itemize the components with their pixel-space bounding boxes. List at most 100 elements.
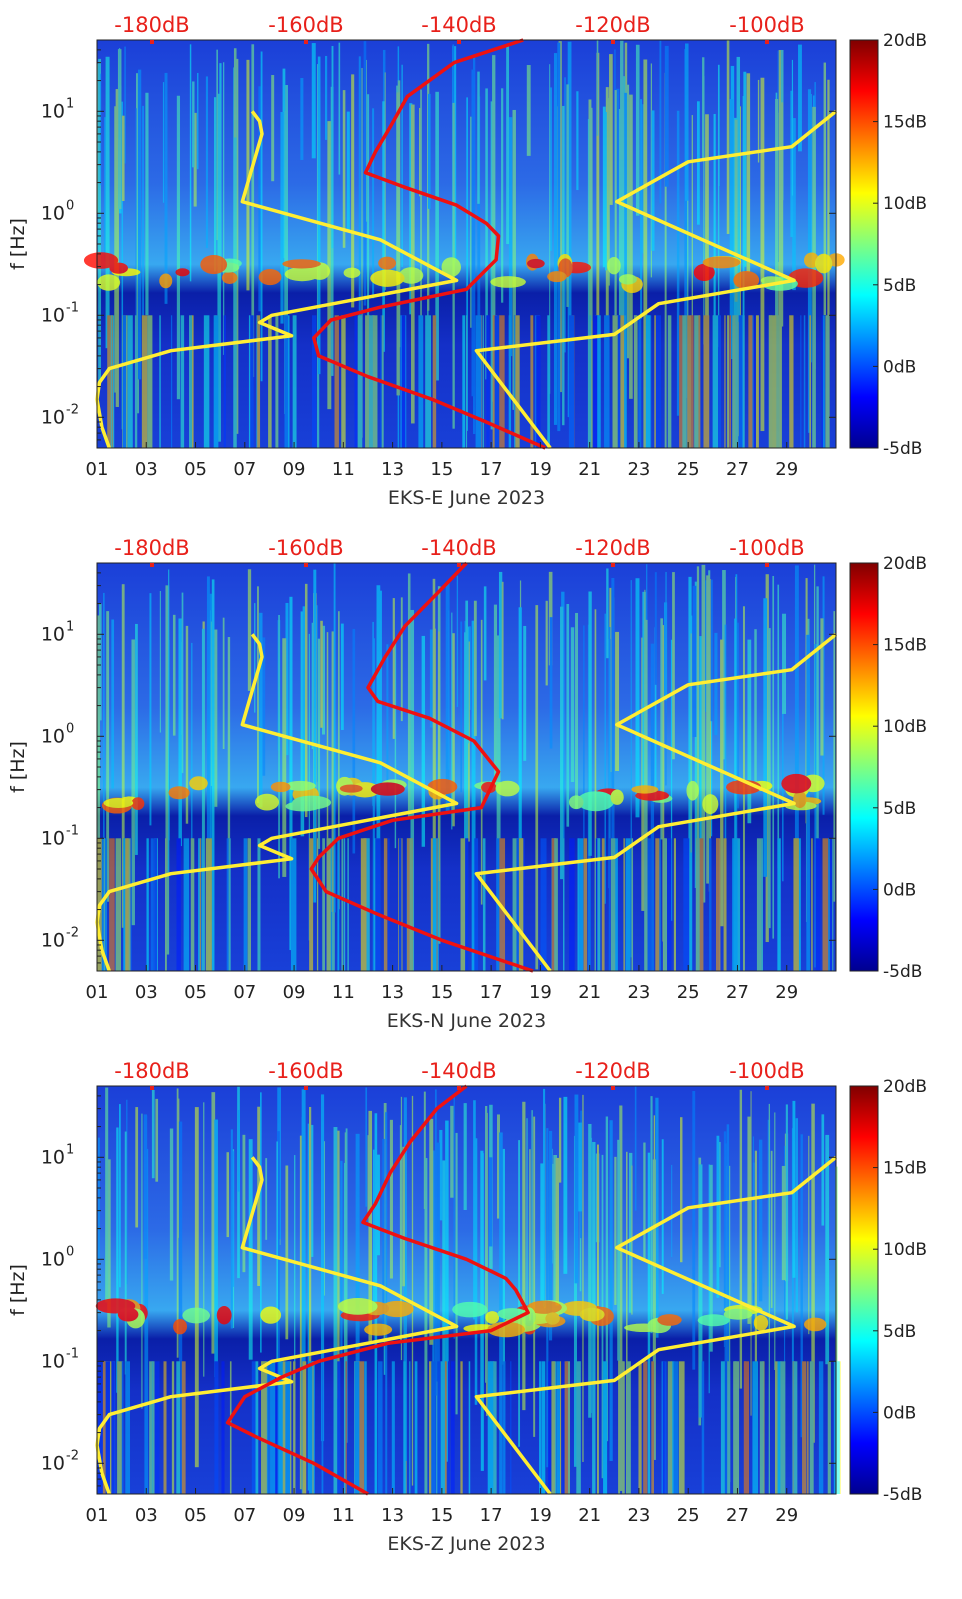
spectrogram-lf-streak xyxy=(249,315,254,448)
spectrogram-streak xyxy=(439,1129,443,1221)
spectrogram-lf-streak xyxy=(540,838,547,971)
spectrogram-streak xyxy=(145,1115,148,1451)
spectrogram-streak xyxy=(607,98,610,286)
spectrogram-lf-streak xyxy=(701,1361,705,1494)
spectrogram-lf-streak xyxy=(738,315,743,448)
spectrogram-streak xyxy=(703,76,705,345)
spectrogram-streak xyxy=(463,1103,467,1210)
microseism-blob xyxy=(370,782,405,796)
spectrogram-lf-streak xyxy=(576,1361,581,1494)
spectrogram-streak xyxy=(685,43,689,201)
spectrogram-lf-streak xyxy=(130,838,132,971)
spectrogram-lf-streak xyxy=(777,1361,782,1494)
spectrogram-lf-streak xyxy=(474,838,479,971)
x-tick-label: 23 xyxy=(627,459,650,480)
spectrogram-streak xyxy=(660,618,663,840)
x-tick-label: 25 xyxy=(677,459,700,480)
spectrogram-lf-streak xyxy=(822,315,825,448)
spectrogram-streak xyxy=(701,564,706,903)
x-tick-label: 15 xyxy=(430,982,453,1003)
spectrogram-streak xyxy=(531,1110,533,1313)
spectrogram-streak xyxy=(718,64,720,348)
spectrogram-streak xyxy=(535,605,539,970)
spectrogram-lf-streak xyxy=(723,1361,728,1494)
spectrogram-streak xyxy=(664,45,669,187)
spectrogram-streak xyxy=(407,573,411,819)
spectrogram-lf-streak xyxy=(371,315,378,448)
x-tick-label: 05 xyxy=(184,1505,207,1526)
spectrogram-lf-streak xyxy=(724,315,726,448)
colorbar-tick-label: -5dB xyxy=(883,962,922,982)
spectrogram-streak xyxy=(696,566,700,923)
spectrogram-lf-streak xyxy=(164,838,167,971)
spectrogram-streak xyxy=(760,77,765,432)
spectrogram-streak xyxy=(664,72,667,449)
spectrogram-streak xyxy=(213,629,218,807)
microseism-blob xyxy=(697,1314,730,1327)
y-tick-label: 10 xyxy=(41,304,65,326)
microseism-blob xyxy=(452,1301,488,1318)
spectrogram-lf-streak xyxy=(205,838,209,971)
spectrogram-lf-streak xyxy=(733,838,739,971)
microseism-blob xyxy=(618,274,637,285)
spectrogram-lf-streak xyxy=(631,838,634,971)
spectrogram-lf-streak xyxy=(735,315,739,448)
spectrogram-streak xyxy=(791,1128,794,1494)
spectrogram-streak xyxy=(258,86,262,312)
spectrogram-streak xyxy=(604,613,606,904)
spectrogram-lf-streak xyxy=(651,1361,654,1494)
spectrogram-streak xyxy=(460,621,463,793)
spectrogram-streak xyxy=(736,56,741,323)
spectrogram-lf-streak xyxy=(547,315,550,448)
spectrogram-streak xyxy=(111,619,115,789)
spectrogram-streak xyxy=(578,1122,582,1212)
microseism-blob xyxy=(339,784,363,793)
y-tick-label: 10 xyxy=(41,1248,65,1270)
spectrogram-streak xyxy=(654,572,657,685)
spectrogram-streak xyxy=(421,635,426,847)
spectrogram-lf-streak xyxy=(541,1361,546,1494)
spectrogram-lf-streak xyxy=(603,1361,608,1494)
spectrogram-streak xyxy=(285,1165,289,1340)
spectrogram-streak xyxy=(394,641,397,849)
spectrogram-streak xyxy=(386,644,389,792)
colorbar-tick-label: 5dB xyxy=(883,1322,916,1342)
microseism-blob xyxy=(686,780,699,801)
spectrogram-lf-streak xyxy=(703,315,710,448)
x-tick-label: 17 xyxy=(480,982,503,1003)
spectrogram-streak xyxy=(772,575,775,939)
spectrogram-lf-streak xyxy=(403,1361,406,1494)
spectrogram-streak xyxy=(192,81,195,168)
spectrogram-lf-streak xyxy=(667,838,672,971)
spectrogram-streak xyxy=(289,596,293,951)
spectrogram-lf-streak xyxy=(530,315,534,448)
spectrogram-lf-streak xyxy=(251,1361,256,1494)
colorbar-tick-label: 10dB xyxy=(883,1240,927,1260)
spectrogram-streak xyxy=(754,1150,757,1399)
spectrogram-streak xyxy=(282,638,287,877)
spectrogram-streak xyxy=(135,73,140,414)
colorbar-tick-label: 5dB xyxy=(883,799,916,819)
spectrogram-lf-streak xyxy=(285,1361,290,1494)
spectrogram-streak xyxy=(121,584,125,928)
spectrogram-lf-streak xyxy=(597,315,601,448)
spectrogram-streak xyxy=(455,1132,458,1415)
spectrogram-lf-streak xyxy=(163,1361,167,1494)
spectrogram-streak xyxy=(709,1164,713,1352)
spectrogram-streak xyxy=(575,612,579,809)
top-db-label: -180dB xyxy=(114,536,189,560)
spectrogram-lf-streak xyxy=(601,838,605,971)
spectrogram-streak xyxy=(611,577,615,941)
x-tick-label: 13 xyxy=(381,1505,404,1526)
spectrogram-streak xyxy=(690,633,692,853)
spectrogram-lf-streak xyxy=(255,1361,259,1494)
spectrogram-lf-streak xyxy=(815,838,821,971)
spectrogram-streak xyxy=(260,51,263,382)
spectrogram-lf-streak xyxy=(587,315,592,448)
y-tick-exponent: 1 xyxy=(66,1142,74,1157)
spectrogram-texture xyxy=(97,40,830,449)
top-db-label: -120dB xyxy=(575,1059,650,1083)
microseism-blob xyxy=(490,276,526,288)
colorbar-tick-label: 0dB xyxy=(883,357,916,377)
spectrogram-lf-streak xyxy=(115,838,121,971)
